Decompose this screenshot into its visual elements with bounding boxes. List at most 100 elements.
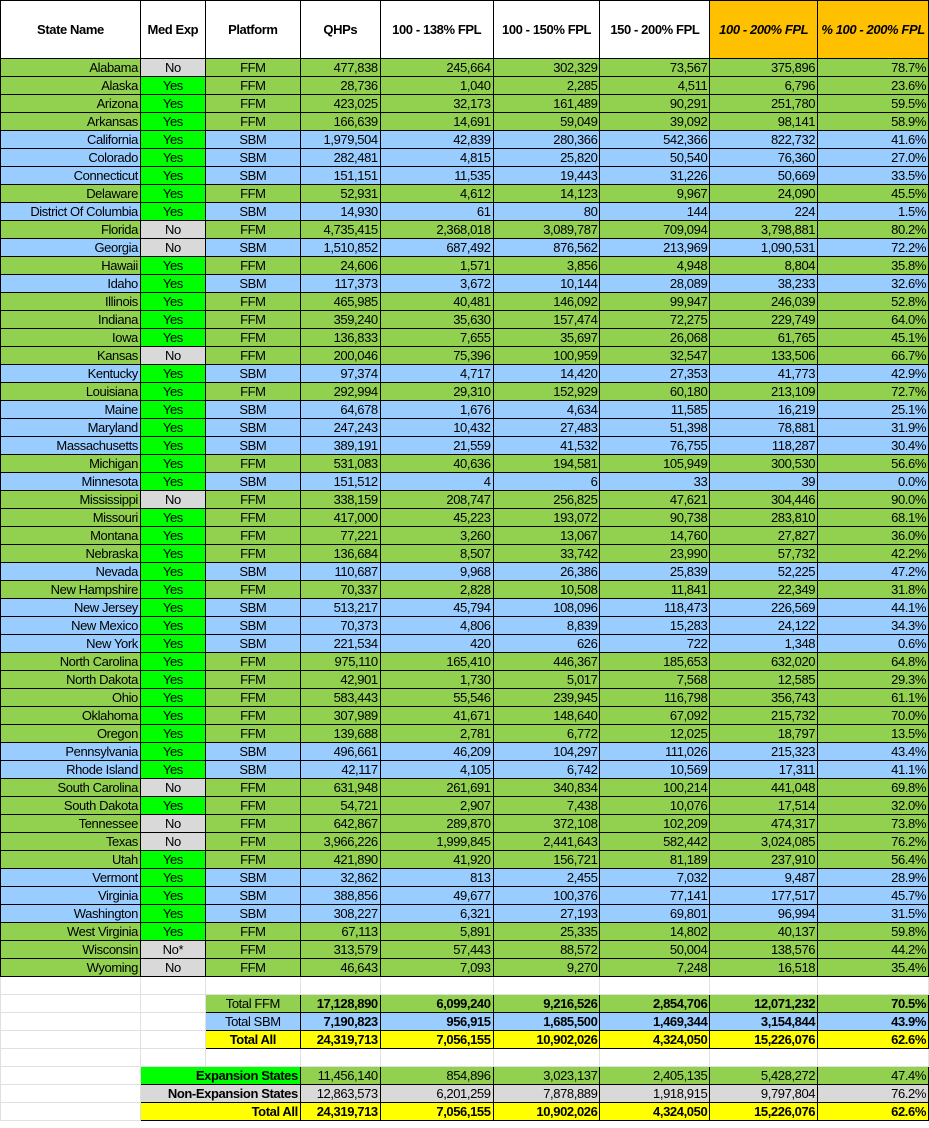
header-100-150: 100 - 150% FPL — [492, 0, 601, 59]
fpl-100-200: 98,141 — [709, 112, 819, 131]
platform: FFM — [204, 688, 301, 707]
fpl-100-138: 3,260 — [379, 526, 494, 545]
pct-100-200: 31.9% — [817, 418, 929, 437]
state-name: South Dakota — [0, 796, 141, 815]
pct-100-200: 29.3% — [817, 670, 929, 689]
fpl-150-200: 14,802 — [599, 922, 711, 941]
fpl-100-150: 33,742 — [492, 544, 601, 563]
fpl-100-138: 40,636 — [379, 454, 494, 473]
fpl-100-138: 45,794 — [379, 598, 494, 617]
empty-cell — [139, 1012, 206, 1031]
qhps: 513,217 — [299, 598, 381, 617]
empty-cell — [599, 1048, 711, 1067]
qhps: 136,833 — [299, 328, 381, 347]
fpl-150-200: 12,025 — [599, 724, 711, 743]
state-name: Massachusetts — [0, 436, 141, 455]
med-exp: Yes — [139, 256, 206, 275]
qhps: 166,639 — [299, 112, 381, 131]
fpl-150-200: 90,738 — [599, 508, 711, 527]
platform: SBM — [204, 130, 301, 149]
state-name: Colorado — [0, 148, 141, 167]
platform: FFM — [204, 454, 301, 473]
header-state: State Name — [0, 0, 141, 59]
fpl-100-138: 6,201,259 — [379, 1084, 494, 1103]
platform: SBM — [204, 274, 301, 293]
fpl-100-150: 302,329 — [492, 58, 601, 77]
fpl-150-200: 67,092 — [599, 706, 711, 725]
fpl-150-200: 582,442 — [599, 832, 711, 851]
fpl-150-200: 50,004 — [599, 940, 711, 959]
fpl-100-150: 6,772 — [492, 724, 601, 743]
platform: SBM — [204, 364, 301, 383]
fpl-150-200: 100,214 — [599, 778, 711, 797]
fpl-100-138: 61 — [379, 202, 494, 221]
med-exp: Yes — [139, 616, 206, 635]
med-exp: Yes — [139, 706, 206, 725]
state-name: Idaho — [0, 274, 141, 293]
fpl-150-200: 69,801 — [599, 904, 711, 923]
fpl-150-200: 33 — [599, 472, 711, 491]
fpl-100-200: 9,487 — [709, 868, 819, 887]
platform: SBM — [204, 202, 301, 221]
state-name: Georgia — [0, 238, 141, 257]
empty-cell — [299, 976, 381, 995]
qhps: 4,735,415 — [299, 220, 381, 239]
pct-100-200: 43.9% — [817, 1012, 929, 1031]
platform: FFM — [204, 724, 301, 743]
state-name: Indiana — [0, 310, 141, 329]
state-name: Tennessee — [0, 814, 141, 833]
table-row: District Of Columbia Yes SBM 14,930 61 80 144 2… — [0, 202, 929, 221]
state-name: Alabama — [0, 58, 141, 77]
platform-total-row: Total SBM 7,190,823 956,915 1,685,500 1,469,… — [0, 1012, 929, 1031]
platform: SBM — [204, 436, 301, 455]
fpl-100-200: 12,585 — [709, 670, 819, 689]
fpl-100-200: 246,039 — [709, 292, 819, 311]
table-row: Nevada Yes SBM 110,687 9,968 26,386 25,839 52,2… — [0, 562, 929, 581]
fpl-100-200: 24,090 — [709, 184, 819, 203]
med-exp: Yes — [139, 760, 206, 779]
fpl-150-200: 99,947 — [599, 292, 711, 311]
fpl-100-200: 237,910 — [709, 850, 819, 869]
med-exp: Yes — [139, 508, 206, 527]
fpl-100-200: 283,810 — [709, 508, 819, 527]
fpl-150-200: 11,841 — [599, 580, 711, 599]
qhps: 151,512 — [299, 472, 381, 491]
qhps: 1,979,504 — [299, 130, 381, 149]
med-exp: Yes — [139, 202, 206, 221]
pct-100-200: 27.0% — [817, 148, 929, 167]
fpl-100-138: 289,870 — [379, 814, 494, 833]
expansion-total-row: Non-Expansion States 12,863,573 6,201,259 7… — [0, 1084, 929, 1103]
blank-row — [0, 1048, 929, 1067]
qhps: 67,113 — [299, 922, 381, 941]
pct-100-200: 42.2% — [817, 544, 929, 563]
table-row: West Virginia Yes FFM 67,113 5,891 25,335 14,8… — [0, 922, 929, 941]
fpl-100-200: 215,323 — [709, 742, 819, 761]
fpl-100-200: 27,827 — [709, 526, 819, 545]
fpl-150-200: 709,094 — [599, 220, 711, 239]
fpl-100-138: 21,559 — [379, 436, 494, 455]
fpl-100-200: 40,137 — [709, 922, 819, 941]
med-exp: Yes — [139, 742, 206, 761]
platform: FFM — [204, 832, 301, 851]
fpl-100-138: 261,691 — [379, 778, 494, 797]
table-row: Texas No FFM 3,966,226 1,999,845 2,441,643 582… — [0, 832, 929, 851]
fpl-150-200: 73,567 — [599, 58, 711, 77]
fpl-150-200: 111,026 — [599, 742, 711, 761]
pct-100-200: 43.4% — [817, 742, 929, 761]
pct-100-200: 45.5% — [817, 184, 929, 203]
state-name: Missouri — [0, 508, 141, 527]
total-label: Total All — [204, 1030, 301, 1049]
state-name: Minnesota — [0, 472, 141, 491]
state-name: Michigan — [0, 454, 141, 473]
state-name: Maryland — [0, 418, 141, 437]
med-exp: No — [139, 346, 206, 365]
fpl-100-150: 156,721 — [492, 850, 601, 869]
table-row: Michigan Yes FFM 531,083 40,636 194,581 105,94… — [0, 454, 929, 473]
table-row: North Dakota Yes FFM 42,901 1,730 5,017 7,568 1… — [0, 670, 929, 689]
table-row: Wyoming No FFM 46,643 7,093 9,270 7,248 16,518 3… — [0, 958, 929, 977]
fpl-100-200: 3,154,844 — [709, 1012, 819, 1031]
fpl-100-138: 4,806 — [379, 616, 494, 635]
empty-cell — [204, 976, 301, 995]
fpl-100-150: 13,067 — [492, 526, 601, 545]
fpl-100-138: 55,546 — [379, 688, 494, 707]
